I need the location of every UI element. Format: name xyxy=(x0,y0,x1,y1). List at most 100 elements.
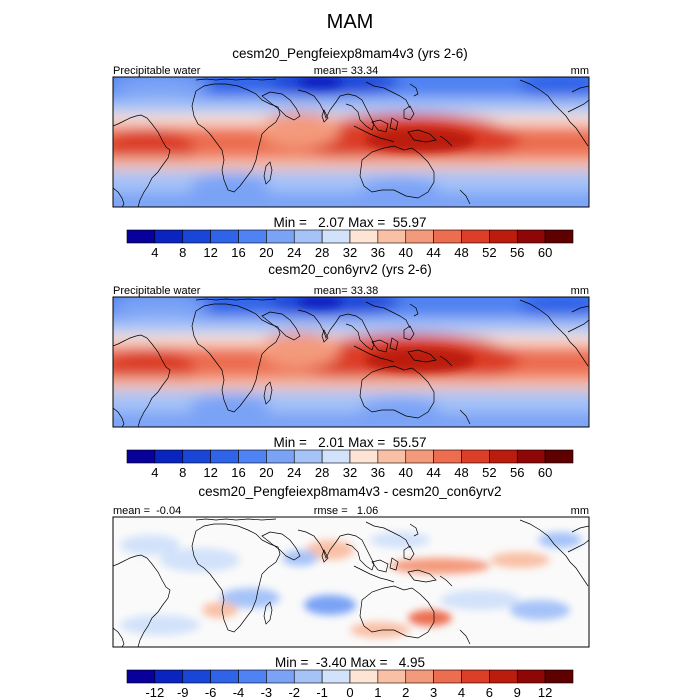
colorbar-1-swatch xyxy=(461,229,490,244)
colorbar-1-swatch xyxy=(349,229,379,244)
panel-3-field xyxy=(113,517,589,647)
colorbar-1-swatch xyxy=(489,229,518,244)
colorbar-2-tick-label: 16 xyxy=(231,465,245,480)
colorbar-1-tick-label: 56 xyxy=(510,245,524,260)
colorbar-3-swatch xyxy=(461,669,490,684)
colorbar-1-tick-label: 20 xyxy=(259,245,273,260)
colorbar-2-swatch xyxy=(182,449,211,464)
colorbar-2-tick-label: 44 xyxy=(426,465,440,480)
panel-2-title: cesm20_con6yrv2 (yrs 2-6) xyxy=(268,262,432,277)
panel-1-mean-label: mean= 33.34 xyxy=(314,65,379,77)
colorbar-2-tick-label: 40 xyxy=(399,465,413,480)
colorbar-3-tick-label: 9 xyxy=(514,685,521,700)
colorbar-3-tick-label: 4 xyxy=(458,685,465,700)
panel-2-stats: Min = 2.01 Max = 55.57 xyxy=(273,435,426,450)
panel-3-unit-label: mm xyxy=(571,505,589,517)
colorbar-1-swatch xyxy=(321,229,351,244)
colorbar-1-swatch xyxy=(126,229,156,244)
colorbar-1-tick-label: 52 xyxy=(482,245,496,260)
colorbar-1-tick-label: 4 xyxy=(151,245,158,260)
panel-3: cesm20_Pengfeiexp8mam4v3 - cesm20_con6yr… xyxy=(112,484,590,700)
colorbar-3-tick-label: -1 xyxy=(316,685,328,700)
colorbar-3-swatch xyxy=(321,669,351,684)
colorbar-3-swatch xyxy=(293,669,323,684)
colorbar-1-swatch xyxy=(293,229,323,244)
colorbar-2-swatch xyxy=(321,449,351,464)
colorbar-2-tick-label: 4 xyxy=(151,465,158,480)
colorbar-3-tick-label: 12 xyxy=(538,685,552,700)
colorbar-1-swatch xyxy=(210,229,239,244)
panel-1-left-label: Precipitable water xyxy=(113,65,201,77)
panel-2-mean-label: mean= 33.38 xyxy=(314,285,379,297)
colorbar-3-swatch xyxy=(182,669,211,684)
colorbar-3-tick-label: -12 xyxy=(145,685,164,700)
colorbar-1-swatch xyxy=(154,229,184,244)
colorbar-1-swatch xyxy=(266,229,295,244)
colorbar-3-tick-label: 3 xyxy=(430,685,437,700)
colorbar-3: -12 -9 -6 -4 -3 -2 -1 0 1 2 3 4 6 9 12 xyxy=(126,669,574,700)
colorbar-1: 4 8 12 16 20 24 28 32 36 40 44 48 52 56 60 xyxy=(126,229,574,260)
colorbar-2-tick-label: 8 xyxy=(179,465,186,480)
panel-2: cesm20_con6yrv2 (yrs 2-6) Precipitable w… xyxy=(112,262,590,480)
colorbar-1-tick-label: 44 xyxy=(426,245,440,260)
colorbar-3-tick-label: -3 xyxy=(261,685,273,700)
colorbar-2-swatch xyxy=(516,449,546,464)
panel-2-left-label: Precipitable water xyxy=(113,285,201,297)
colorbar-3-tick-label: -9 xyxy=(177,685,189,700)
colorbar-3-swatch xyxy=(238,669,267,684)
figure-title: MAM xyxy=(327,11,374,33)
colorbar-2-swatch xyxy=(238,449,267,464)
panel-1-unit-label: mm xyxy=(571,65,589,77)
panel-1: cesm20_Pengfeiexp8mam4v3 (yrs 2-6) Preci… xyxy=(112,46,590,260)
colorbar-3-swatch xyxy=(405,669,434,684)
colorbar-2: 4 8 12 16 20 24 28 32 36 40 44 48 52 56 60 xyxy=(126,449,574,480)
panel-3-title: cesm20_Pengfeiexp8mam4v3 - cesm20_con6yr… xyxy=(198,484,501,499)
colorbar-1-swatch xyxy=(405,229,434,244)
colorbar-3-tick-label: 1 xyxy=(374,685,381,700)
colorbar-2-swatch xyxy=(461,449,490,464)
colorbar-3-tick-label: -2 xyxy=(288,685,300,700)
panel-2-field xyxy=(113,297,589,427)
colorbar-3-swatch xyxy=(126,669,156,684)
colorbar-2-swatch xyxy=(154,449,184,464)
colorbar-2-swatch xyxy=(126,449,156,464)
colorbar-2-tick-label: 24 xyxy=(287,465,301,480)
colorbar-3-tick-label: -6 xyxy=(205,685,217,700)
panel-1-stats: Min = 2.07 Max = 55.97 xyxy=(273,215,426,230)
colorbar-2-swatch xyxy=(349,449,379,464)
colorbar-3-swatch xyxy=(210,669,239,684)
colorbar-1-tick-label: 8 xyxy=(179,245,186,260)
colorbar-2-swatch xyxy=(405,449,434,464)
colorbar-3-swatch xyxy=(266,669,295,684)
colorbar-2-tick-label: 48 xyxy=(454,465,468,480)
colorbar-1-tick-label: 32 xyxy=(343,245,357,260)
colorbar-2-tick-label: 52 xyxy=(482,465,496,480)
colorbar-1-swatch xyxy=(433,229,462,244)
panel-3-mean-label: mean = -0.04 xyxy=(113,505,181,517)
colorbar-1-swatch xyxy=(182,229,211,244)
colorbar-1-tick-label: 12 xyxy=(203,245,217,260)
colorbar-2-tick-label: 28 xyxy=(315,465,329,480)
colorbar-3-swatch xyxy=(544,669,574,684)
colorbar-1-tick-label: 24 xyxy=(287,245,301,260)
panel-3-stats: Min = -3.40 Max = 4.95 xyxy=(275,655,425,670)
colorbar-2-tick-label: 56 xyxy=(510,465,524,480)
colorbar-2-swatch xyxy=(377,449,407,464)
colorbar-1-tick-label: 16 xyxy=(231,245,245,260)
colorbar-2-swatch xyxy=(433,449,462,464)
colorbar-2-tick-label: 32 xyxy=(343,465,357,480)
colorbar-1-swatch xyxy=(377,229,407,244)
colorbar-1-tick-label: 60 xyxy=(538,245,552,260)
colorbar-3-tick-label: 0 xyxy=(346,685,353,700)
colorbar-1-tick-label: 40 xyxy=(399,245,413,260)
colorbar-2-tick-label: 12 xyxy=(203,465,217,480)
colorbar-3-swatch xyxy=(433,669,462,684)
colorbar-2-swatch xyxy=(489,449,518,464)
colorbar-1-tick-label: 28 xyxy=(315,245,329,260)
colorbar-3-swatch xyxy=(349,669,379,684)
colorbar-1-swatch xyxy=(516,229,546,244)
colorbar-2-swatch xyxy=(293,449,323,464)
colorbar-3-swatch xyxy=(377,669,407,684)
colorbar-3-swatch xyxy=(154,669,184,684)
